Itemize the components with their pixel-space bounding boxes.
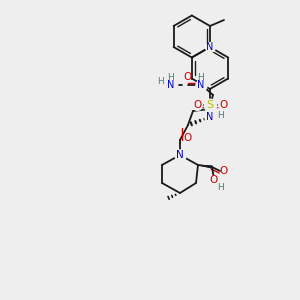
Text: H: H (196, 73, 203, 82)
Text: O: O (183, 133, 191, 143)
Text: O: O (193, 100, 201, 110)
Text: O: O (220, 166, 228, 176)
Text: N: N (206, 42, 214, 52)
Text: O: O (183, 72, 191, 82)
Text: N: N (167, 80, 175, 90)
Text: H: H (158, 76, 164, 85)
Text: N: N (176, 150, 184, 160)
Text: H: H (217, 112, 224, 121)
Text: S: S (206, 100, 214, 110)
Text: O: O (210, 175, 218, 185)
Text: N: N (206, 112, 214, 122)
Polygon shape (198, 165, 212, 168)
Text: H: H (218, 182, 224, 191)
Text: N: N (197, 80, 205, 90)
Text: H: H (167, 73, 173, 82)
Text: O: O (219, 100, 227, 110)
